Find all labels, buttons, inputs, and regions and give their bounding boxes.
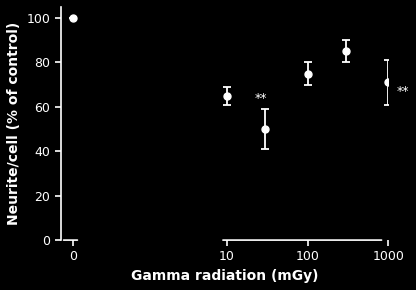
Text: **: ** <box>397 85 409 98</box>
Text: **: ** <box>255 92 267 105</box>
Y-axis label: Neurite/cell (% of control): Neurite/cell (% of control) <box>7 22 21 225</box>
X-axis label: Gamma radiation (mGy): Gamma radiation (mGy) <box>131 269 318 283</box>
